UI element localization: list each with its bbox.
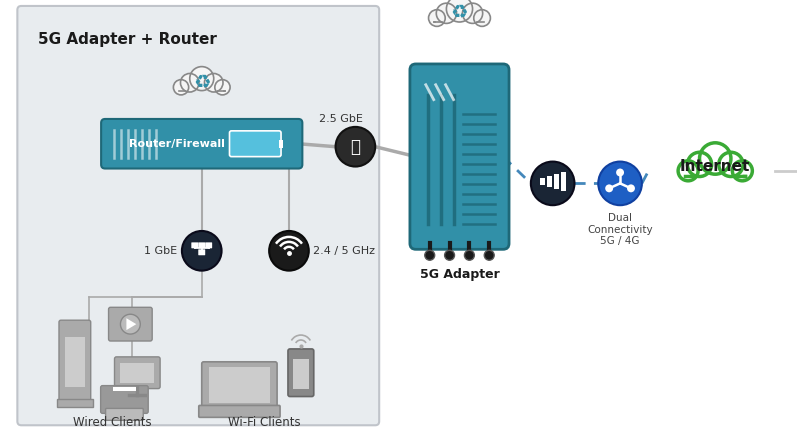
FancyBboxPatch shape [410,64,509,249]
Circle shape [474,10,490,26]
FancyBboxPatch shape [540,178,546,185]
Circle shape [627,184,635,192]
Circle shape [605,184,613,192]
Circle shape [465,250,474,260]
Circle shape [719,152,743,177]
Circle shape [215,79,230,95]
Circle shape [335,127,375,167]
FancyBboxPatch shape [209,367,270,403]
FancyBboxPatch shape [561,172,566,191]
Circle shape [732,161,752,181]
Text: Internet: Internet [680,159,750,174]
Circle shape [182,231,222,270]
FancyBboxPatch shape [57,400,93,407]
Text: 5G Adapter + Router: 5G Adapter + Router [38,32,217,47]
Text: 🔗: 🔗 [350,138,360,156]
Text: 5G Adapter: 5G Adapter [420,268,499,281]
FancyBboxPatch shape [179,80,225,91]
Text: 2.4 / 5 GHz: 2.4 / 5 GHz [313,246,374,256]
Circle shape [446,0,473,22]
FancyBboxPatch shape [198,406,280,417]
FancyBboxPatch shape [288,349,314,397]
Circle shape [445,250,454,260]
Text: 2.5 GbE: 2.5 GbE [318,114,362,124]
FancyBboxPatch shape [18,6,379,425]
Circle shape [425,250,434,260]
FancyBboxPatch shape [121,363,154,383]
Circle shape [121,314,140,334]
FancyBboxPatch shape [279,140,283,148]
FancyBboxPatch shape [206,242,212,248]
Circle shape [181,73,199,92]
FancyBboxPatch shape [191,242,198,248]
FancyBboxPatch shape [202,362,277,410]
FancyBboxPatch shape [686,161,746,176]
FancyBboxPatch shape [547,176,552,187]
FancyBboxPatch shape [198,249,206,255]
FancyBboxPatch shape [106,408,143,420]
Circle shape [174,79,189,95]
Circle shape [598,162,642,205]
FancyBboxPatch shape [109,307,152,341]
FancyBboxPatch shape [293,359,309,389]
Text: 1 GbE: 1 GbE [144,246,177,256]
Text: Wi-Fi Clients: Wi-Fi Clients [228,416,301,429]
Polygon shape [126,318,136,330]
Circle shape [678,161,698,181]
Text: Router/Firewall: Router/Firewall [129,139,225,149]
Circle shape [190,67,214,91]
FancyBboxPatch shape [114,357,160,389]
Circle shape [531,162,574,205]
Circle shape [436,3,457,23]
Circle shape [429,10,446,26]
Circle shape [484,250,494,260]
Circle shape [462,3,482,23]
Circle shape [269,231,309,270]
FancyBboxPatch shape [101,119,302,168]
FancyBboxPatch shape [434,11,485,22]
Text: Dual
Connectivity
5G / 4G: Dual Connectivity 5G / 4G [587,213,653,246]
FancyBboxPatch shape [113,387,136,391]
Circle shape [205,73,223,92]
FancyBboxPatch shape [230,131,281,157]
Circle shape [699,143,731,174]
Circle shape [687,152,712,177]
FancyBboxPatch shape [554,174,559,189]
FancyBboxPatch shape [198,242,206,248]
FancyBboxPatch shape [59,320,90,403]
Text: ♻: ♻ [193,73,210,92]
FancyBboxPatch shape [65,337,85,387]
FancyBboxPatch shape [101,386,148,413]
Text: Wired Clients: Wired Clients [74,416,152,429]
Circle shape [616,168,624,176]
Text: ♻: ♻ [450,3,468,22]
